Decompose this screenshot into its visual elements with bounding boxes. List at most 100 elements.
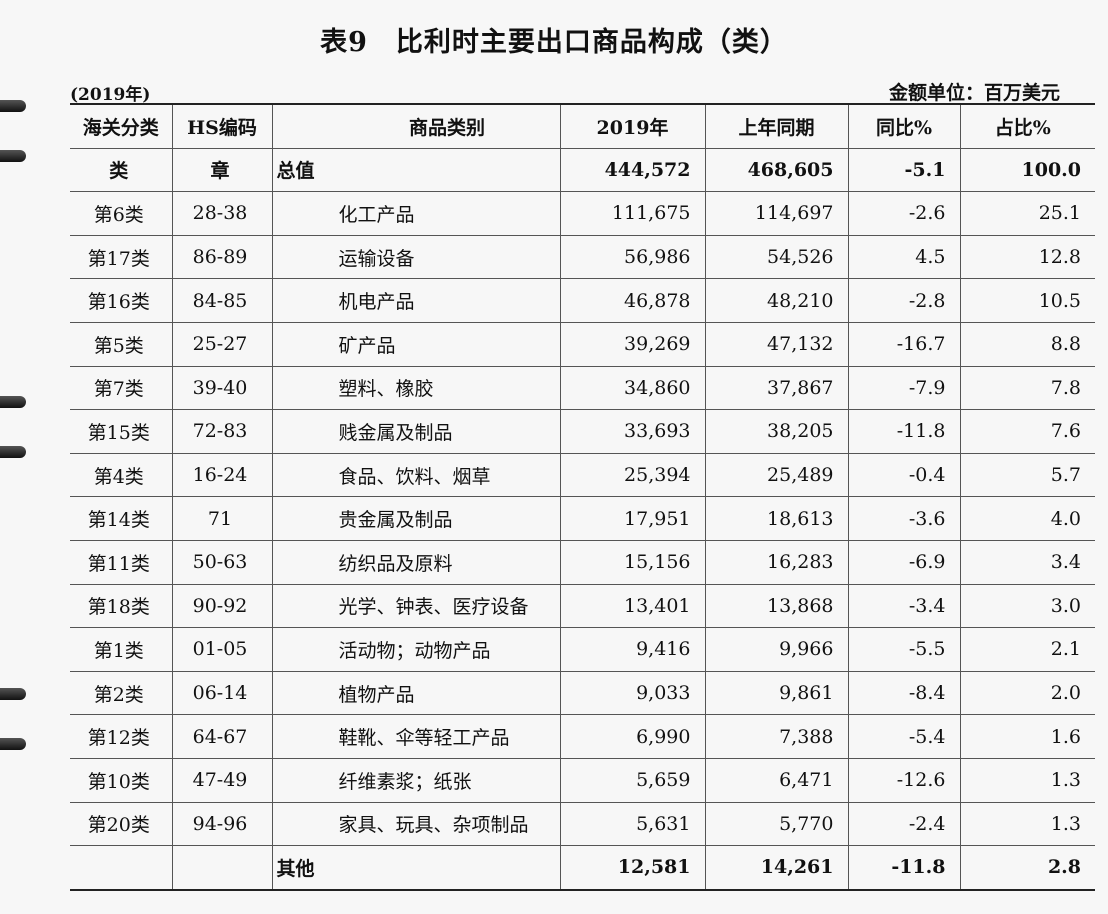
table-row: 第2类 06-14 植物产品 9,033 9,861 -8.4 2.0 <box>70 671 1095 716</box>
table-cell: 8.8 <box>959 322 1095 367</box>
table-cell: 38,205 <box>704 409 848 454</box>
table-cell: -8.4 <box>847 671 960 716</box>
binder-ring <box>0 150 26 162</box>
table-cell: 47-49 <box>171 758 272 803</box>
table-cell: 食品、饮料、烟草 <box>271 453 560 498</box>
table-cell: 化工产品 <box>271 191 560 236</box>
table-cell: -11.8 <box>847 845 960 891</box>
table-cell: 家具、玩具、杂项制品 <box>271 802 560 847</box>
table-cell: 72-83 <box>171 409 272 454</box>
table-row: 第15类 72-83 贱金属及制品 33,693 38,205 -11.8 7.6 <box>70 409 1095 454</box>
table-cell: 3.0 <box>959 584 1095 629</box>
table-cell: 25.1 <box>959 191 1095 236</box>
table-cell: 2.1 <box>959 627 1095 672</box>
table-cell: 植物产品 <box>271 671 560 716</box>
table-cell: 2.8 <box>959 845 1095 891</box>
table-cell: 6,471 <box>704 758 848 803</box>
table-cell: 1.6 <box>959 714 1095 759</box>
table-cell: 5,631 <box>559 802 705 847</box>
year-note: (2019年) <box>70 85 151 105</box>
table-cell: 矿产品 <box>271 322 560 367</box>
table-cell: -5.5 <box>847 627 960 672</box>
table-cell: 7,388 <box>704 714 848 759</box>
table-cell: 同比% <box>847 104 960 149</box>
table-cell: 9,416 <box>559 627 705 672</box>
table-cell: -12.6 <box>847 758 960 803</box>
table-cell: -2.4 <box>847 802 960 847</box>
table-cell: 上年同期 <box>704 104 848 149</box>
table-cell: 54,526 <box>704 235 848 280</box>
table-cell: 25,489 <box>704 453 848 498</box>
table-cell: 章 <box>171 148 272 193</box>
table-cell: 6,990 <box>559 714 705 759</box>
table-cell: 第7类 <box>70 366 172 411</box>
binder-ring <box>0 446 26 458</box>
table-cell: 第10类 <box>70 758 172 803</box>
table-cell: 3.4 <box>959 540 1095 585</box>
table-row: 第17类 86-89 运输设备 56,986 54,526 4.5 12.8 <box>70 235 1095 280</box>
table-cell: 商品类别 <box>271 104 560 149</box>
table-cell: 运输设备 <box>271 235 560 280</box>
table-cell: 18,613 <box>704 496 848 541</box>
table-cell: -2.8 <box>847 278 960 323</box>
table-cell: 12,581 <box>559 845 705 891</box>
table-cell: 2019年 <box>559 104 705 149</box>
table-cell: 100.0 <box>959 148 1095 193</box>
table-cell: 1.3 <box>959 802 1095 847</box>
unit-note: 金额单位：百万美元 <box>888 82 1060 104</box>
table-cell: -3.4 <box>847 584 960 629</box>
table-cell: 占比% <box>959 104 1095 149</box>
table-cell: 28-38 <box>171 191 272 236</box>
table-cell: 5.7 <box>959 453 1095 498</box>
table-cell: 第18类 <box>70 584 172 629</box>
table-cell: 33,693 <box>559 409 705 454</box>
table-cell: 总值 <box>271 148 560 193</box>
table-cell: -0.4 <box>847 453 960 498</box>
table-row: 类章总值 444,572 468,605 -5.1 100.0 <box>70 148 1095 193</box>
table-row: 第1类 01-05 活动物；动物产品 9,416 9,966 -5.5 2.1 <box>70 627 1095 672</box>
table-cell <box>171 845 272 891</box>
binder-ring <box>0 688 26 700</box>
binder-ring <box>0 738 26 750</box>
table-cell: 活动物；动物产品 <box>271 627 560 672</box>
table-cell: 4.5 <box>847 235 960 280</box>
title: 表9 比利时主要出口商品构成（类） <box>320 27 788 58</box>
table-cell: 25-27 <box>171 322 272 367</box>
table-cell: 84-85 <box>171 278 272 323</box>
table-cell: 机电产品 <box>271 278 560 323</box>
table-cell: -6.9 <box>847 540 960 585</box>
table-cell: -5.1 <box>847 148 960 193</box>
table-row: 第6类 28-38 化工产品 111,675 114,697 -2.6 25.1 <box>70 191 1095 236</box>
table-cell: 9,861 <box>704 671 848 716</box>
table-cell: 5,770 <box>704 802 848 847</box>
table-cell: 第2类 <box>70 671 172 716</box>
table-cell: 海关分类 <box>70 104 172 149</box>
table-cell: -16.7 <box>847 322 960 367</box>
table-cell: 9,033 <box>559 671 705 716</box>
table-cell: -3.6 <box>847 496 960 541</box>
table-cell: 16,283 <box>704 540 848 585</box>
table-cell: 01-05 <box>171 627 272 672</box>
table-cell: 90-92 <box>171 584 272 629</box>
table-cell: 第15类 <box>70 409 172 454</box>
table-cell: 15,156 <box>559 540 705 585</box>
table-cell: 其他 <box>271 845 560 891</box>
table-cell: 56,986 <box>559 235 705 280</box>
table-cell: -5.4 <box>847 714 960 759</box>
table-cell: -11.8 <box>847 409 960 454</box>
table-cell: 第16类 <box>70 278 172 323</box>
table-cell: 第20类 <box>70 802 172 847</box>
table-cell: 25,394 <box>559 453 705 498</box>
table-cell: 111,675 <box>559 191 705 236</box>
table-cell: 4.0 <box>959 496 1095 541</box>
table-cell: 类 <box>70 148 172 193</box>
table-cell: 纤维素浆；纸张 <box>271 758 560 803</box>
table-cell: 鞋靴、伞等轻工产品 <box>271 714 560 759</box>
table-cell: 10.5 <box>959 278 1095 323</box>
table-cell: 71 <box>171 496 272 541</box>
table-cell: 贱金属及制品 <box>271 409 560 454</box>
table-cell: 48,210 <box>704 278 848 323</box>
table-cell: 06-14 <box>171 671 272 716</box>
table-cell: 第5类 <box>70 322 172 367</box>
table-cell: 12.8 <box>959 235 1095 280</box>
